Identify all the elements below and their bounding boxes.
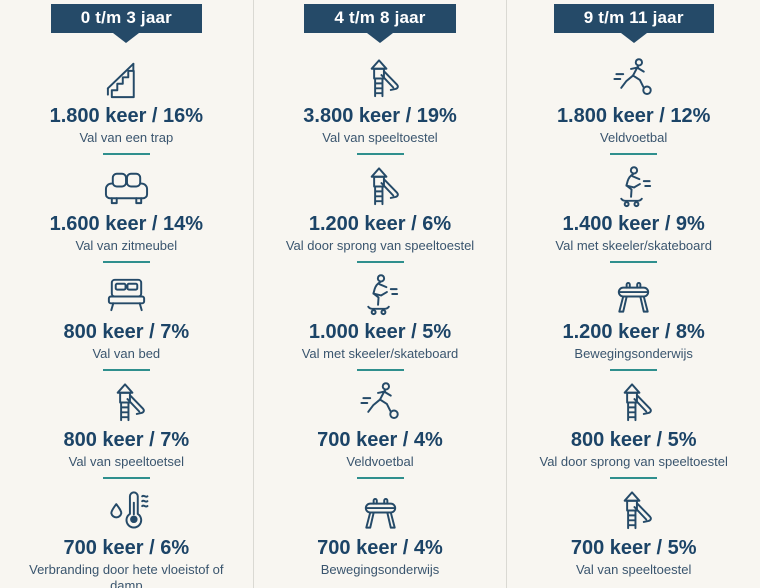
stat-item: 800 keer / 7% Val van speeltoetsel	[63, 379, 190, 479]
stat-item: 1.200 keer / 8% Bewegingsonderwijs	[563, 271, 705, 371]
stat-value: 3.800 keer / 19%	[303, 105, 457, 127]
stat-item: 700 keer / 4% Bewegingsonderwijs	[317, 487, 443, 578]
stat-label: Val door sprong van speeltoestel	[539, 454, 728, 469]
teal-divider	[610, 153, 658, 155]
stat-value: 700 keer / 4%	[317, 537, 443, 559]
sofa-icon	[103, 163, 150, 210]
skateboard-icon	[357, 271, 404, 318]
age-group-banner: 9 t/m 11 jaar	[553, 4, 714, 33]
stat-label: Val met skeeler/skateboard	[555, 238, 712, 253]
stat-label: Val van speeltoestel	[575, 562, 692, 577]
banner-pointer-icon	[620, 33, 647, 43]
stat-value: 1.000 keer / 5%	[308, 321, 452, 343]
teal-divider	[102, 369, 150, 371]
stat-value: 700 keer / 6%	[63, 537, 190, 559]
stat-label: Val door sprong van speeltoestel	[285, 238, 475, 253]
burn-icon	[103, 487, 150, 534]
age-group-banner: 0 t/m 3 jaar	[50, 4, 202, 33]
stat-label: Val van een trap	[79, 130, 174, 145]
stat-item: 1.800 keer / 16% Val van een trap	[50, 55, 203, 155]
banner-pointer-icon	[113, 33, 140, 43]
column-content: 3.800 keer / 19% Val van speeltoestel 1.…	[286, 55, 474, 578]
stat-item: 700 keer / 6% Verbranding door hete vloe…	[11, 487, 241, 588]
age-column-9-11: 9 t/m 11 jaar 1.800 keer / 12% Veldvoetb…	[506, 0, 760, 588]
stat-label: Val van zitmeubel	[75, 238, 178, 253]
age-column-0-3: 0 t/m 3 jaar 1.800 keer / 16% Val van ee…	[0, 0, 253, 588]
teal-divider	[356, 369, 404, 371]
stat-value: 1.800 keer / 16%	[49, 105, 204, 127]
stat-item: 800 keer / 5% Val door sprong van speelt…	[539, 379, 728, 479]
stat-item: 800 keer / 7% Val van bed	[63, 271, 190, 371]
stat-value: 800 keer / 5%	[570, 429, 697, 451]
pommel-horse-icon	[357, 487, 404, 534]
stat-item: 1.400 keer / 9% Val met skeeler/skateboa…	[555, 163, 712, 263]
stat-value: 700 keer / 5%	[570, 537, 697, 559]
teal-divider	[610, 261, 658, 263]
teal-divider	[356, 477, 404, 479]
playground-slide-icon	[610, 379, 657, 426]
stat-item: 700 keer / 5% Val van speeltoestel	[571, 487, 697, 578]
stat-value: 1.600 keer / 14%	[49, 213, 204, 235]
age-group-banner: 4 t/m 8 jaar	[304, 4, 456, 33]
stat-value: 700 keer / 4%	[317, 429, 443, 451]
stat-label: Val van bed	[92, 346, 161, 361]
stat-label: Veldvoetbal	[600, 130, 668, 145]
stairs-icon	[103, 55, 150, 102]
bed-icon	[103, 271, 150, 318]
teal-divider	[102, 153, 150, 155]
stat-label: Verbranding door hete vloeistof of damp	[29, 562, 224, 588]
stat-value: 1.800 keer / 12%	[556, 105, 711, 127]
stat-item: 1.200 keer / 6% Val door sprong van spee…	[286, 163, 474, 263]
stat-label: Val van speeltoestel	[322, 130, 438, 145]
stat-value: 1.400 keer / 9%	[562, 213, 705, 235]
teal-divider	[356, 261, 404, 263]
stat-item: 3.800 keer / 19% Val van speeltoestel	[303, 55, 457, 155]
stat-value: 1.200 keer / 6%	[308, 213, 452, 235]
column-content: 1.800 keer / 16% Val van een trap 1.600 …	[11, 55, 241, 588]
stat-label: Val van speeltoetsel	[68, 454, 185, 469]
teal-divider	[102, 477, 150, 479]
stat-item: 700 keer / 4% Veldvoetbal	[317, 379, 443, 479]
teal-divider	[610, 369, 658, 371]
stat-item: 1.000 keer / 5% Val met skeeler/skateboa…	[301, 271, 459, 371]
stat-label: Bewegingsonderwijs	[574, 346, 693, 361]
stat-value: 1.200 keer / 8%	[562, 321, 705, 343]
column-content: 1.800 keer / 12% Veldvoetbal 1.400 keer …	[539, 55, 728, 578]
stat-item: 1.600 keer / 14% Val van zitmeubel	[50, 163, 203, 263]
playground-slide-icon	[610, 487, 657, 534]
playground-slide-icon	[103, 379, 150, 426]
skateboard-icon	[610, 163, 657, 210]
stat-label: Val met skeeler/skateboard	[301, 346, 459, 361]
banner-pointer-icon	[367, 33, 393, 43]
playground-slide-icon	[357, 163, 404, 210]
playground-slide-icon	[357, 55, 404, 102]
soccer-icon	[357, 379, 404, 426]
stat-value: 800 keer / 7%	[63, 429, 190, 451]
stat-value: 800 keer / 7%	[63, 321, 190, 343]
stat-item: 1.800 keer / 12% Veldvoetbal	[557, 55, 710, 155]
stat-label: Veldvoetbal	[346, 454, 414, 469]
teal-divider	[102, 261, 150, 263]
stat-label: Bewegingsonderwijs	[320, 562, 440, 577]
soccer-icon	[610, 55, 657, 102]
teal-divider	[610, 477, 658, 479]
teal-divider	[356, 153, 404, 155]
pommel-horse-icon	[610, 271, 657, 318]
age-column-4-8: 4 t/m 8 jaar 3.800 keer / 19% Val van sp…	[252, 0, 507, 588]
